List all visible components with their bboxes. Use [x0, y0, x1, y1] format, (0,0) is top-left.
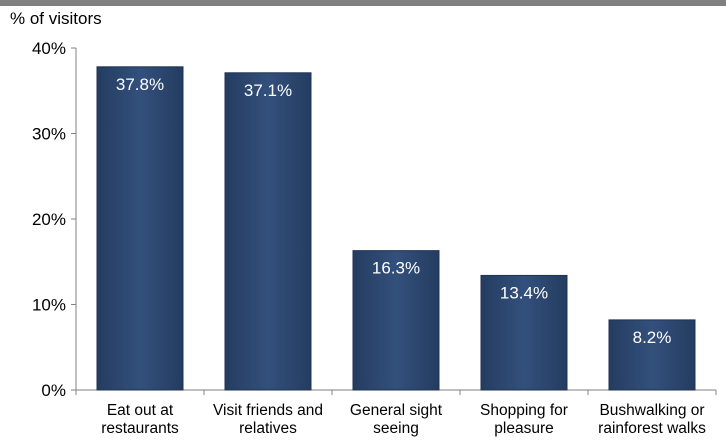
bar-value-label: 8.2% [633, 328, 672, 347]
x-category-label: Shopping for [480, 402, 568, 419]
y-tick-label: 30% [32, 125, 66, 144]
bar-value-label: 16.3% [372, 259, 420, 278]
x-category-label: pleasure [494, 420, 553, 437]
x-category-label: Eat out at [107, 402, 174, 419]
y-tick-label: 0% [41, 381, 66, 400]
top-band [0, 0, 726, 6]
bar-value-label: 37.1% [244, 81, 292, 100]
bar [352, 250, 440, 391]
y-tick-label: 40% [32, 39, 66, 58]
x-category-label: General sight [350, 402, 443, 419]
x-category-label: restaurants [101, 420, 179, 437]
y-tick-label: 20% [32, 210, 66, 229]
x-category-label: Bushwalking or [599, 402, 704, 419]
bar [96, 66, 184, 391]
bar [224, 72, 312, 391]
x-category-label: Visit friends and [213, 402, 323, 419]
bar [480, 274, 568, 391]
y-tick-label: 10% [32, 296, 66, 315]
bar [608, 319, 696, 391]
bar-value-label: 37.8% [116, 75, 164, 94]
bar-value-label: 13.4% [500, 283, 548, 302]
x-category-label: relatives [239, 420, 297, 437]
x-category-label: seeing [373, 420, 419, 437]
x-category-label: rainforest walks [598, 420, 706, 437]
y-axis-label: % of visitors [10, 9, 102, 28]
